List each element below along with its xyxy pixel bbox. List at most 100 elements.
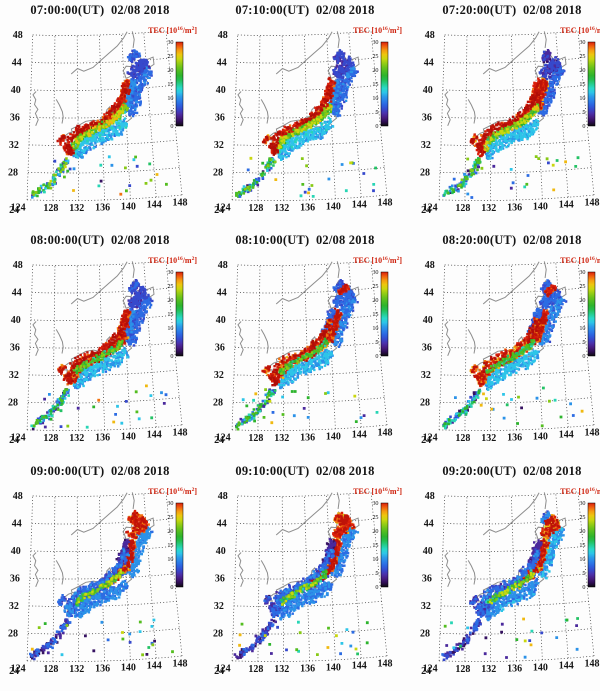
tec-point-cluster xyxy=(477,320,543,379)
lat-tick-label: 40 xyxy=(216,315,226,326)
lat-tick-label: 40 xyxy=(11,315,21,326)
colorbar-tick-label: 20 xyxy=(372,297,378,304)
lon-tick-label: 140 xyxy=(326,431,341,442)
lat-tick-label: 28 xyxy=(213,628,223,639)
colorbar-tick-label: 0 xyxy=(170,353,173,360)
colorbar-tick-label: 5 xyxy=(582,109,585,116)
lon-tick-label: 136 xyxy=(95,433,110,444)
tec-point-cluster xyxy=(447,389,481,426)
lat-tick-label: 32 xyxy=(214,370,224,381)
lat-tick-label: 36 xyxy=(422,573,432,584)
tec-point-cluster xyxy=(66,322,128,379)
tec-point-cluster xyxy=(262,404,366,417)
tec-point-cluster xyxy=(486,590,536,622)
tec-point-cluster xyxy=(505,386,545,407)
tec-point-cluster xyxy=(469,597,477,605)
tec-point-cluster xyxy=(487,358,536,391)
coastline-path xyxy=(237,321,244,356)
tec-point-cluster xyxy=(64,89,128,145)
tec-point-cluster xyxy=(116,394,153,425)
tec-point-cluster xyxy=(339,630,355,656)
coastline-path xyxy=(444,321,451,356)
colorbar-gradient xyxy=(175,502,184,588)
lat-tick-label: 24 xyxy=(421,435,431,446)
lon-tick-label: 124 xyxy=(11,663,26,674)
lon-tick-label: 132 xyxy=(274,203,289,214)
tec-point-cluster xyxy=(273,105,331,150)
lat-gridline xyxy=(32,491,167,497)
lat-tick-label: 44 xyxy=(12,518,22,529)
lat-gridline xyxy=(32,30,167,36)
tec-point-cluster xyxy=(525,182,529,186)
tec-point-cluster xyxy=(446,389,482,423)
lon-tick-label: 124 xyxy=(11,432,26,443)
coastline-path xyxy=(444,552,451,587)
tec-point-cluster xyxy=(57,366,67,375)
tec-point-cluster xyxy=(523,185,527,189)
lat-tick-label: 24 xyxy=(9,666,19,677)
tec-point-cluster xyxy=(235,390,271,429)
colorbar: 30 25 20 15 10 5 0 TEC [1016/m2] xyxy=(148,256,197,360)
colorbar-tick-label: 0 xyxy=(375,353,378,360)
panel-title: 07:00:00(UT) 02/08 2018 xyxy=(30,3,170,17)
tec-point-cluster xyxy=(463,172,470,196)
coastline-path xyxy=(275,31,333,75)
lon-tick-label: 148 xyxy=(378,428,393,439)
tec-point-cluster xyxy=(534,313,548,341)
colorbar-tick-label: 5 xyxy=(170,109,173,116)
coastline-path xyxy=(543,31,547,48)
colorbar-tick-label: 0 xyxy=(582,353,585,360)
coastline-path xyxy=(32,91,39,126)
lat-tick-label: 48 xyxy=(218,260,228,271)
lon-gridline xyxy=(231,264,239,430)
tec-point-cluster xyxy=(452,626,469,650)
tec-point-cluster xyxy=(128,640,132,644)
coastline-path xyxy=(275,261,333,305)
colorbar-tick-label: 10 xyxy=(372,325,378,332)
tec-point-cluster xyxy=(489,575,532,601)
tec-point-cluster xyxy=(495,589,535,612)
panel-title: 07:20:00(UT) 02/08 2018 xyxy=(442,3,582,17)
tec-point-cluster xyxy=(523,636,579,659)
tec-panel: 09:00:00(UT) 02/08 2018 48 44 40 36 32 28 24 12… xyxy=(0,461,215,691)
tec-point-cluster xyxy=(125,518,148,542)
graticule xyxy=(26,260,183,431)
colorbar-tick-label: 0 xyxy=(582,123,585,130)
lat-tick-label: 32 xyxy=(214,140,224,151)
colorbar-tick-label: 20 xyxy=(372,528,378,535)
colorbar-tick-label: 5 xyxy=(170,570,173,577)
tec-point-cluster xyxy=(262,136,269,144)
colorbar-tick-label: 25 xyxy=(372,514,378,521)
coastline-path xyxy=(444,91,451,126)
tec-point-cluster xyxy=(147,646,151,649)
colorbar-tick-label: 20 xyxy=(372,67,378,74)
lat-gridline xyxy=(236,57,374,64)
tec-point-cluster xyxy=(481,581,540,616)
panel-title: 09:10:00(UT) 02/08 2018 xyxy=(235,464,375,478)
colorbar-gradient xyxy=(380,271,389,357)
colorbar-title: TEC [1016/m2] xyxy=(148,256,197,265)
lon-tick-label: 124 xyxy=(11,202,26,213)
lat-gridline xyxy=(237,260,372,266)
colorbar-tick-label: 10 xyxy=(579,95,585,102)
lat-tick-label: 28 xyxy=(420,628,430,639)
tec-point-cluster xyxy=(538,56,562,79)
graticule xyxy=(231,30,388,201)
colorbar: 30 25 20 15 10 5 0 TEC [1016/m2] xyxy=(353,26,402,130)
colorbar-tick-label: 25 xyxy=(167,53,173,60)
lat-tick-label: 28 xyxy=(420,167,430,178)
lat-tick-label: 36 xyxy=(215,573,225,584)
colorbar-gradient xyxy=(380,502,389,588)
lat-gridline xyxy=(237,491,372,497)
colorbar-tick-label: 30 xyxy=(372,269,378,276)
tec-point-cluster xyxy=(541,50,550,62)
tec-point-cluster xyxy=(63,165,67,169)
lon-tick-label: 144 xyxy=(147,430,162,441)
lat-gridline xyxy=(31,518,169,525)
colorbar-tick-label: 20 xyxy=(579,67,585,74)
colorbar-tick-label: 20 xyxy=(167,67,173,74)
